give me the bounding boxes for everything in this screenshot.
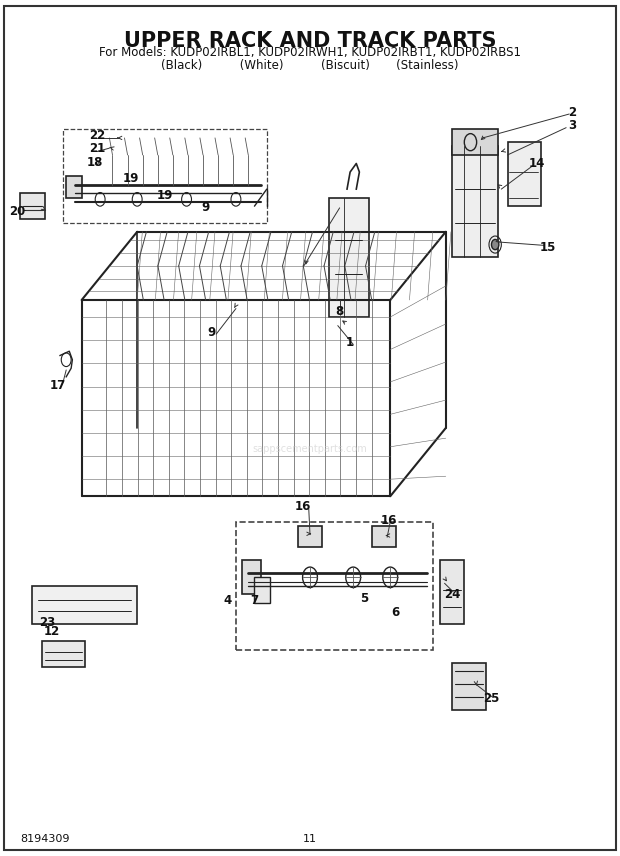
Bar [32,586,137,624]
Bar [20,193,45,219]
Bar [66,176,82,198]
Text: 8194309: 8194309 [20,835,69,844]
Text: 25: 25 [482,692,499,705]
Text: 16: 16 [295,500,311,513]
Bar [63,129,267,223]
Text: 9: 9 [201,201,209,214]
Text: 20: 20 [9,205,25,217]
Text: 15: 15 [539,241,556,253]
Text: 14: 14 [528,157,545,170]
Text: 2: 2 [569,106,577,119]
Text: 12: 12 [44,625,60,638]
Bar [440,560,464,624]
Text: 18: 18 [87,156,104,169]
Text: 1: 1 [346,336,354,349]
Text: (Black)          (White)          (Biscuit)       (Stainless): (Black) (White) (Biscuit) (Stainless) [161,58,459,72]
Text: 7: 7 [250,594,259,607]
Bar [452,663,486,710]
Bar [42,641,85,667]
Text: 17: 17 [50,379,66,392]
Text: 9: 9 [207,326,215,339]
Text: sappscementparts.com: sappscementparts.com [252,444,368,455]
Text: 22: 22 [89,129,105,142]
Text: 19: 19 [157,188,173,201]
Text: 19: 19 [123,171,140,185]
Text: For Models: KUDP02IRBL1, KUDP02IRWH1, KUDP02IRBT1, KUDP02IRBS1: For Models: KUDP02IRBL1, KUDP02IRWH1, KU… [99,45,521,59]
Text: 11: 11 [303,835,317,844]
Text: UPPER RACK AND TRACK PARTS: UPPER RACK AND TRACK PARTS [124,32,496,51]
Bar [452,146,498,258]
Bar [508,142,541,206]
Circle shape [492,240,499,250]
Text: 4: 4 [224,594,232,607]
Text: 21: 21 [89,142,105,156]
Text: 23: 23 [40,616,56,629]
Text: 5: 5 [360,592,368,605]
Bar [372,526,396,548]
Bar [452,129,498,155]
Text: 6: 6 [391,606,399,619]
Bar [236,522,433,650]
Bar [254,577,270,603]
Text: 8: 8 [335,305,343,318]
Text: 24: 24 [444,588,460,601]
Bar [242,560,260,594]
Text: 16: 16 [380,514,397,526]
Bar [298,526,322,548]
Bar [329,198,369,317]
Text: 3: 3 [569,120,577,133]
